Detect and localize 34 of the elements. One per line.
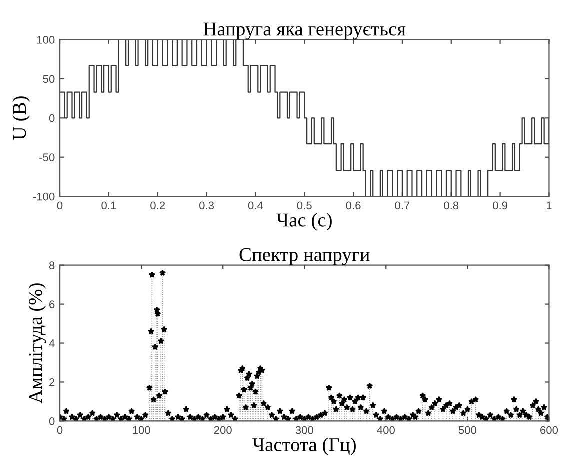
y-axis-title: U (В) bbox=[12, 96, 30, 140]
x-tick-label: 0 bbox=[57, 426, 63, 434]
x-tick-label: 400 bbox=[377, 426, 395, 434]
x-tick-label: 1 bbox=[546, 202, 552, 210]
y-tick-label: 4 bbox=[49, 340, 55, 348]
x-tick-label: 600 bbox=[540, 426, 558, 434]
y-tick-label: 6 bbox=[50, 300, 55, 308]
x-tick-label: 0.6 bbox=[346, 202, 361, 210]
y-tick-label: -50 bbox=[40, 154, 55, 162]
x-tick-label: 300 bbox=[296, 426, 314, 434]
x-tick-label: 0.2 bbox=[150, 202, 166, 210]
x-axis-title: Час (с) bbox=[276, 213, 332, 231]
x-tick-label: 0.9 bbox=[493, 202, 508, 210]
x-tick-label: 500 bbox=[458, 426, 477, 434]
x-tick-label: 0.5 bbox=[297, 202, 312, 210]
x-tick-label: 0.1 bbox=[102, 202, 116, 210]
x-tick-label: 0.4 bbox=[248, 202, 264, 210]
chart-title: Напруга яка генерується bbox=[204, 22, 406, 40]
x-tick-label: 0.3 bbox=[199, 202, 214, 210]
x-axis-title: Частота (Гц) bbox=[252, 438, 356, 456]
y-tick-label: -100 bbox=[33, 192, 55, 201]
y-axis-title: Амплітуда (%) bbox=[28, 284, 46, 404]
y-tick-label: 2 bbox=[50, 378, 55, 386]
y-tick-label: 8 bbox=[49, 262, 55, 270]
y-tick-label: 0 bbox=[49, 114, 55, 122]
x-tick-label: 100 bbox=[133, 426, 150, 434]
y-tick-label: 100 bbox=[37, 36, 55, 44]
x-tick-label: 0 bbox=[57, 202, 63, 210]
chart-title: Спектр напруги bbox=[240, 248, 370, 266]
x-tick-label: 0.7 bbox=[395, 202, 410, 210]
y-tick-label: 50 bbox=[43, 75, 55, 84]
x-tick-label: 0.8 bbox=[444, 202, 459, 210]
x-tick-label: 200 bbox=[214, 426, 232, 434]
y-tick-label: 0 bbox=[49, 417, 55, 426]
